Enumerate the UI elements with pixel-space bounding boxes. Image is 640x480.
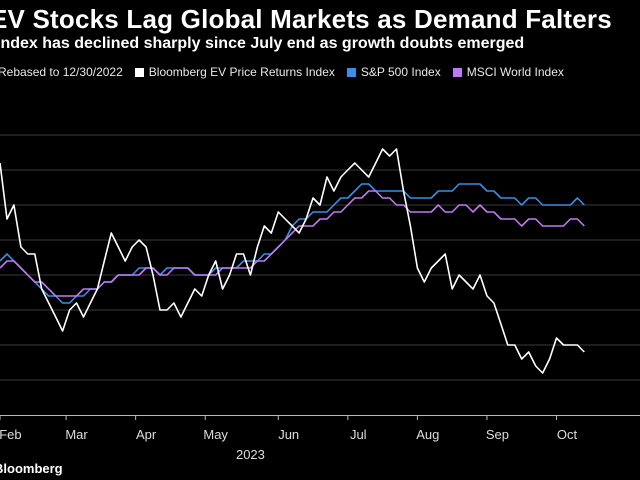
source-credit: Bloomberg	[0, 461, 63, 476]
series-line-msci	[0, 190, 585, 297]
x-tick-label-may: May	[203, 427, 228, 442]
legend-item-ev: Bloomberg EV Price Returns Index	[134, 65, 335, 79]
series-line-sp500	[0, 183, 585, 304]
legend-swatch-msci	[452, 67, 462, 77]
x-tick-label-aug: Aug	[416, 427, 439, 442]
series-line-ev	[0, 148, 585, 374]
legend-label-sp500: S&P 500 Index	[360, 65, 441, 79]
x-tick-label-apr: Apr	[136, 427, 157, 442]
chart-subtitle: Index has declined sharply since July en…	[0, 35, 525, 52]
legend-label-ev: Bloomberg EV Price Returns Index	[148, 65, 335, 79]
gridlines	[0, 134, 640, 381]
x-tick-label-feb: Feb	[0, 427, 22, 442]
series-lines	[0, 148, 585, 374]
legend-item-sp500: S&P 500 Index	[346, 65, 441, 79]
legend-swatch-ev	[134, 67, 144, 77]
x-tick-label-oct: Oct	[557, 427, 578, 442]
x-tick-label-sep: Sep	[486, 427, 509, 442]
x-tick-label-jun: Jun	[278, 427, 299, 442]
legend-label-msci: MSCI World Index	[466, 65, 564, 79]
x-tick-label-mar: Mar	[65, 427, 88, 442]
legend-note-label: Rebased to 12/30/2022	[0, 65, 123, 79]
legend-swatch-sp500	[346, 67, 356, 77]
legend-note: Rebased to 12/30/2022	[0, 65, 123, 79]
legend-item-msci: MSCI World Index	[452, 65, 564, 79]
x-tick-label-jul: Jul	[350, 427, 367, 442]
chart-title: EV Stocks Lag Global Markets as Demand F…	[0, 4, 612, 34]
x-axis-year-label: 2023	[236, 447, 265, 462]
legend: Rebased to 12/30/2022 Bloomberg EV Price…	[0, 65, 576, 79]
x-axis: Feb Mar Apr May Jun Jul Aug Sep Oct 2023	[0, 415, 640, 462]
